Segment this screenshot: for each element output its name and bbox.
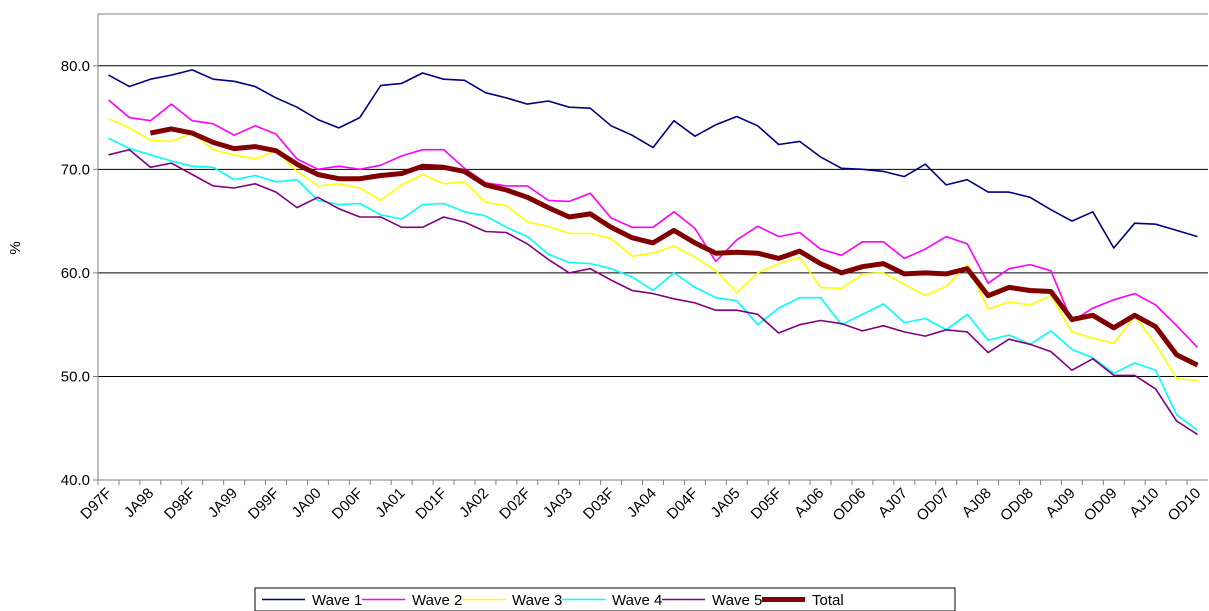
x-tick-label: D00F [329, 485, 367, 523]
legend-label: Wave 2 [412, 592, 462, 609]
y-axis-label: % [7, 241, 24, 254]
x-tick-label: JA98 [121, 485, 157, 521]
x-tick-label: OD07 [913, 485, 953, 525]
x-tick-label: OD09 [1081, 485, 1121, 525]
x-tick-label: D98F [161, 485, 199, 523]
legend-label: Total [812, 592, 844, 609]
x-tick-label: D97F [77, 485, 115, 523]
legend-label: Wave 4 [612, 592, 662, 609]
y-tick-label: 50.0 [61, 368, 90, 385]
series-line [149, 126, 1199, 368]
series-line [107, 99, 1199, 348]
legend-label: Wave 3 [512, 592, 562, 609]
x-tick-label: AJ09 [1042, 485, 1078, 521]
x-tick-label: AJ10 [1126, 485, 1162, 521]
x-tick-label: JA00 [289, 485, 325, 521]
series-line [108, 117, 1198, 382]
x-tick-label: JA02 [456, 485, 492, 521]
x-tick-label: AJ08 [959, 485, 995, 521]
x-tick-label: D05F [748, 485, 786, 523]
y-tick-label: 40.0 [61, 472, 90, 489]
legend-label: Wave 1 [312, 592, 362, 609]
x-tick-label: JA04 [624, 485, 660, 521]
series-line [108, 69, 1198, 249]
x-tick-label: OD08 [997, 485, 1037, 525]
y-tick-label: 60.0 [61, 265, 90, 282]
x-tick-label: JA99 [205, 485, 241, 521]
x-tick-label: D99F [245, 485, 283, 523]
x-tick-label: JA01 [372, 485, 408, 521]
series-line [108, 137, 1198, 431]
legend-label: Wave 5 [712, 592, 762, 609]
x-tick-label: D02F [496, 485, 534, 523]
x-tick-label: AJ07 [875, 485, 911, 521]
x-tick-label: OD10 [1165, 485, 1205, 525]
x-tick-label: D01F [412, 485, 450, 523]
x-tick-label: AJ06 [791, 485, 827, 521]
x-tick-label: D03F [580, 485, 618, 523]
x-tick-label: D04F [664, 485, 702, 523]
y-tick-label: 80.0 [61, 58, 90, 75]
x-tick-label: JA05 [707, 485, 743, 521]
series-line [108, 148, 1198, 436]
y-tick-label: 70.0 [61, 161, 90, 178]
x-tick-label: OD06 [830, 485, 870, 525]
x-tick-label: JA03 [540, 485, 576, 521]
